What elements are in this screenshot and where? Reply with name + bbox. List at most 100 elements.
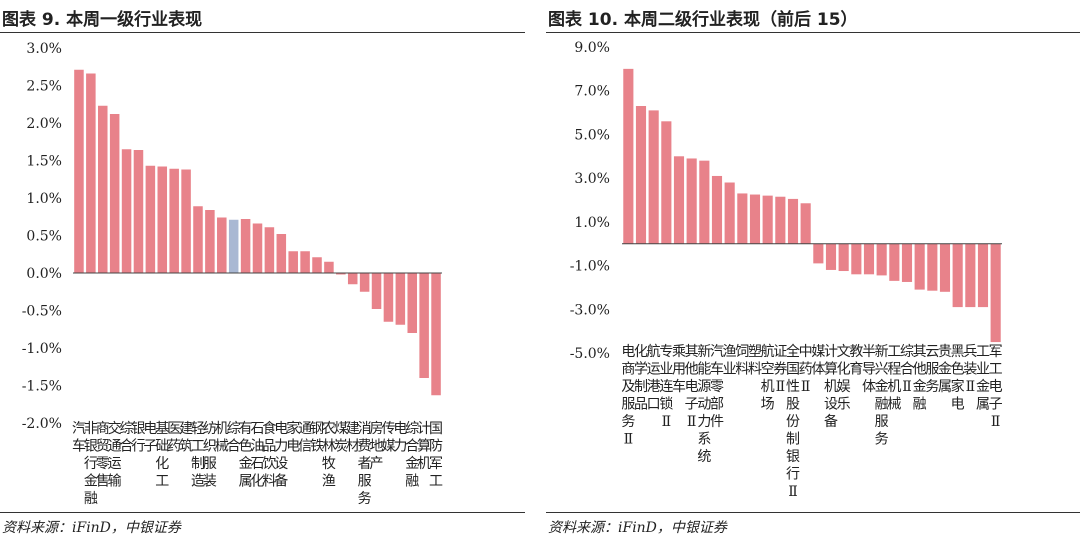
bar [952,243,963,308]
category-label: 煤炭 [334,421,348,455]
bar [813,243,824,264]
category-label: 建材 [346,421,360,455]
category-label: 医药 [167,421,181,455]
bar [825,243,837,270]
category-label: 航运港口 [647,344,661,413]
category-label: 非银行金融 [84,421,98,507]
bar [800,203,811,244]
bar [648,110,659,244]
bar [914,243,925,290]
chart-title: 图表 10. 本周二级行业表现（前后 15） [548,10,858,30]
y-tick-label: -1.5% [22,379,62,395]
bar [193,206,203,273]
bar [419,273,429,378]
bar [217,217,227,273]
chart-title: 图表 9. 本周一级行业表现 [2,10,203,30]
category-label: 工程机械 [887,344,901,413]
category-label: 交通运输 [108,420,122,490]
category-label: 渔业 [723,344,737,378]
chart-panel-left: 图表 9. 本周一级行业表现 3.0% 2.5% 2.0% 1.5% 1.0% 0.5% 0… [0,0,525,543]
category-label: 纺织服装 [203,421,217,490]
bar [240,219,251,273]
bar [851,243,862,275]
category-label: 综合金融 [405,421,419,490]
y-tick-label: 3.0% [574,171,610,187]
category-label: 建筑 [179,421,193,455]
category-label: 其他金融 [913,344,927,413]
y-tick-label: -3.0% [570,302,610,318]
bar [775,196,786,244]
y-tick-label: 1.5% [26,154,62,170]
category-label: 农林牧渔 [322,421,336,490]
category-label: 轻工制造 [191,421,205,490]
bar [737,193,748,244]
source-note: 资料来源：iFinD，中银证券 [548,520,727,536]
category-label: 银行 [131,421,145,455]
bar [74,69,84,273]
bar [228,219,239,273]
y-tick-label: -1.0% [570,259,610,275]
bar [901,243,913,282]
category-label: 塑料 [748,344,762,378]
bar [395,273,406,325]
category-label: 航空机场 [761,344,775,413]
bar [264,227,275,273]
category-label: 中药 Ⅱ [799,344,813,395]
category-label: 工业金属 [976,344,990,413]
title-rule [546,32,1080,33]
category-label: 商贸零售 [96,421,110,490]
bar [965,243,976,308]
y-tick-label: 0.0% [26,266,62,282]
category-label: 房地产 [370,421,384,472]
category-label: 钢铁 [310,421,324,455]
bar [169,168,179,273]
bar [990,243,1001,343]
bar [431,273,441,396]
category-label: 全国性股份制银行 Ⅱ [786,343,800,500]
category-label: 食品饮料 [262,420,276,490]
bar [977,243,989,308]
category-label: 综合 Ⅱ [900,344,914,395]
y-tick-label: 3.0% [26,41,62,57]
y-tick-label: 2.0% [26,116,62,132]
category-label: 化学制品 [634,344,648,413]
category-label: 电商及服务 Ⅱ [621,344,635,448]
title-rule [0,32,525,33]
category-label: 通信 [298,421,312,455]
bar [699,160,710,244]
bar [324,261,334,273]
category-label: 消费者服务 [358,421,372,507]
source-rule [0,512,525,513]
y-tick-label: -1.0% [22,341,62,357]
bar [749,194,761,244]
y-tick-label: 0.5% [26,229,62,245]
bar [787,198,799,244]
bar [876,243,887,276]
bar [939,243,951,292]
category-label: 新能源动力系统 [697,344,711,465]
bar [686,158,697,244]
chart-panel-right: 图表 10. 本周二级行业表现（前后 15） 9.0% 7.0% 5.0% 3.0% 1… [546,0,1080,543]
category-label: 饲料 [735,344,749,378]
bar [300,251,310,273]
category-label: 其他电子 Ⅱ [685,344,699,430]
category-label: 黑色家电 [951,344,965,413]
bar [711,175,723,244]
source-rule [546,512,1080,513]
source-note: 资料来源：iFinD，中银证券 [2,520,181,536]
bar [407,273,417,333]
bar [359,273,370,292]
bar [889,243,900,281]
category-label: 综合 [120,421,134,455]
category-label: 基础化工 [155,420,169,490]
bar [157,166,168,273]
bar [724,182,735,244]
bar [347,273,358,285]
category-label: 半导体 [862,344,876,395]
category-label: 计算机设备 [824,344,838,430]
y-tick-label: 9.0% [574,40,610,56]
bar [336,273,346,275]
bar [661,121,672,244]
bar [635,106,647,244]
y-tick-label: 7.0% [574,84,610,100]
